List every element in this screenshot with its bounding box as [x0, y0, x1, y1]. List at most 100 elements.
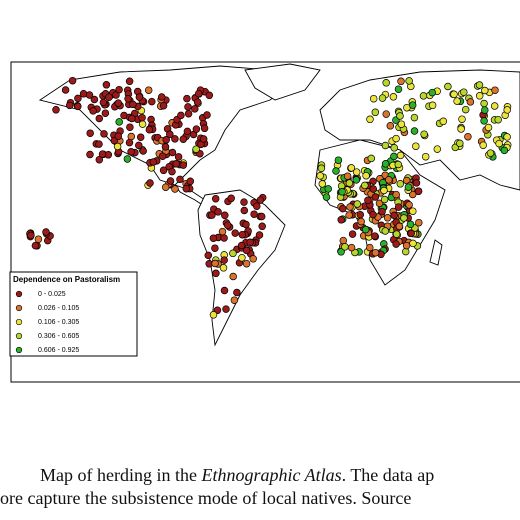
site-dot [361, 225, 370, 234]
site-dot [258, 222, 266, 231]
site-dot [408, 190, 417, 199]
site-dot [237, 241, 246, 250]
site-dot [397, 77, 405, 86]
site-dot [223, 221, 232, 229]
site-dot [222, 305, 230, 313]
caption-italic: Ethnographic Atlas [201, 465, 342, 485]
site-dot [347, 243, 356, 252]
site-dot [184, 109, 193, 118]
site-dot [382, 110, 390, 118]
site-dot [381, 160, 390, 168]
site-dot [347, 164, 356, 172]
site-dot [191, 105, 199, 113]
site-dot [458, 115, 466, 123]
site-dot [129, 100, 137, 109]
site-dot [138, 113, 146, 122]
legend-label: 0 - 0.025 [38, 291, 66, 298]
site-dot [348, 230, 357, 238]
site-dot [220, 286, 229, 295]
site-dot [61, 86, 70, 94]
legend-items: 0 - 0.025 0.026 - 0.105 0.106 - 0.305 0.306… [15, 291, 79, 354]
site-dot [338, 188, 346, 196]
caption-text: . The data ap [341, 465, 435, 485]
site-dot [183, 127, 192, 136]
legend-box [9, 271, 138, 357]
site-dot [484, 123, 493, 132]
site-dot [162, 136, 170, 144]
site-dot [115, 85, 123, 94]
site-dot [421, 152, 430, 161]
site-dot [27, 231, 35, 240]
site-dot [123, 155, 132, 163]
site-dot [495, 139, 503, 148]
site-dot [159, 166, 168, 175]
site-dot [397, 120, 406, 128]
site-dot [125, 77, 134, 86]
site-dot [250, 210, 258, 218]
site-dot [389, 93, 398, 101]
site-dot [238, 254, 246, 262]
site-dot [242, 259, 251, 268]
site-dot [404, 183, 413, 191]
site-dot [52, 106, 60, 114]
site-dot [503, 106, 511, 114]
site-dot [500, 146, 509, 155]
site-dot [101, 109, 110, 117]
greenland [244, 63, 321, 101]
site-dot [371, 108, 380, 117]
site-dot [382, 79, 390, 87]
site-dot [464, 132, 472, 141]
site-dot [369, 210, 377, 219]
legend: Dependence on Pastoralism 0 - 0.025 0.026… [9, 271, 138, 357]
site-dot [345, 179, 354, 187]
site-dot [168, 148, 177, 157]
site-dot [208, 211, 216, 219]
site-dot [503, 133, 511, 141]
site-dot [322, 193, 331, 201]
site-dot [211, 259, 219, 268]
site-dot [439, 117, 448, 126]
site-dot [490, 102, 499, 110]
madagascar [429, 239, 443, 266]
site-dot [392, 230, 401, 238]
site-dot [161, 143, 170, 151]
site-dot [176, 175, 184, 184]
site-dot [218, 227, 227, 236]
legend-marker [15, 346, 23, 354]
site-dot [339, 236, 348, 245]
site-dot [357, 217, 365, 226]
site-dot [65, 101, 74, 110]
site-dot [209, 311, 218, 319]
site-dot [480, 117, 488, 125]
site-dot [242, 246, 251, 255]
site-dot [461, 105, 470, 114]
site-dot [256, 196, 265, 204]
site-dot [380, 186, 388, 195]
site-dot [317, 164, 326, 173]
site-dot [227, 194, 235, 203]
site-dot [214, 208, 222, 216]
site-dot [98, 150, 107, 158]
site-dot [193, 98, 202, 106]
site-dot [149, 158, 158, 166]
site-dot [353, 200, 362, 208]
site-dot [174, 153, 183, 161]
site-dot [127, 132, 136, 141]
site-dot [456, 139, 464, 148]
site-dot [148, 97, 156, 106]
site-dot [444, 82, 452, 91]
site-dot [415, 218, 423, 227]
site-dot [166, 130, 174, 139]
site-dot [145, 125, 154, 134]
site-dot [369, 185, 378, 193]
site-dot [385, 176, 393, 184]
site-dot [179, 135, 188, 143]
site-dot [367, 154, 376, 163]
site-dot [240, 198, 248, 206]
site-dot [371, 232, 379, 240]
site-dot [231, 229, 239, 237]
site-dot [394, 203, 403, 211]
site-dot [400, 214, 408, 222]
site-dot [89, 107, 97, 115]
